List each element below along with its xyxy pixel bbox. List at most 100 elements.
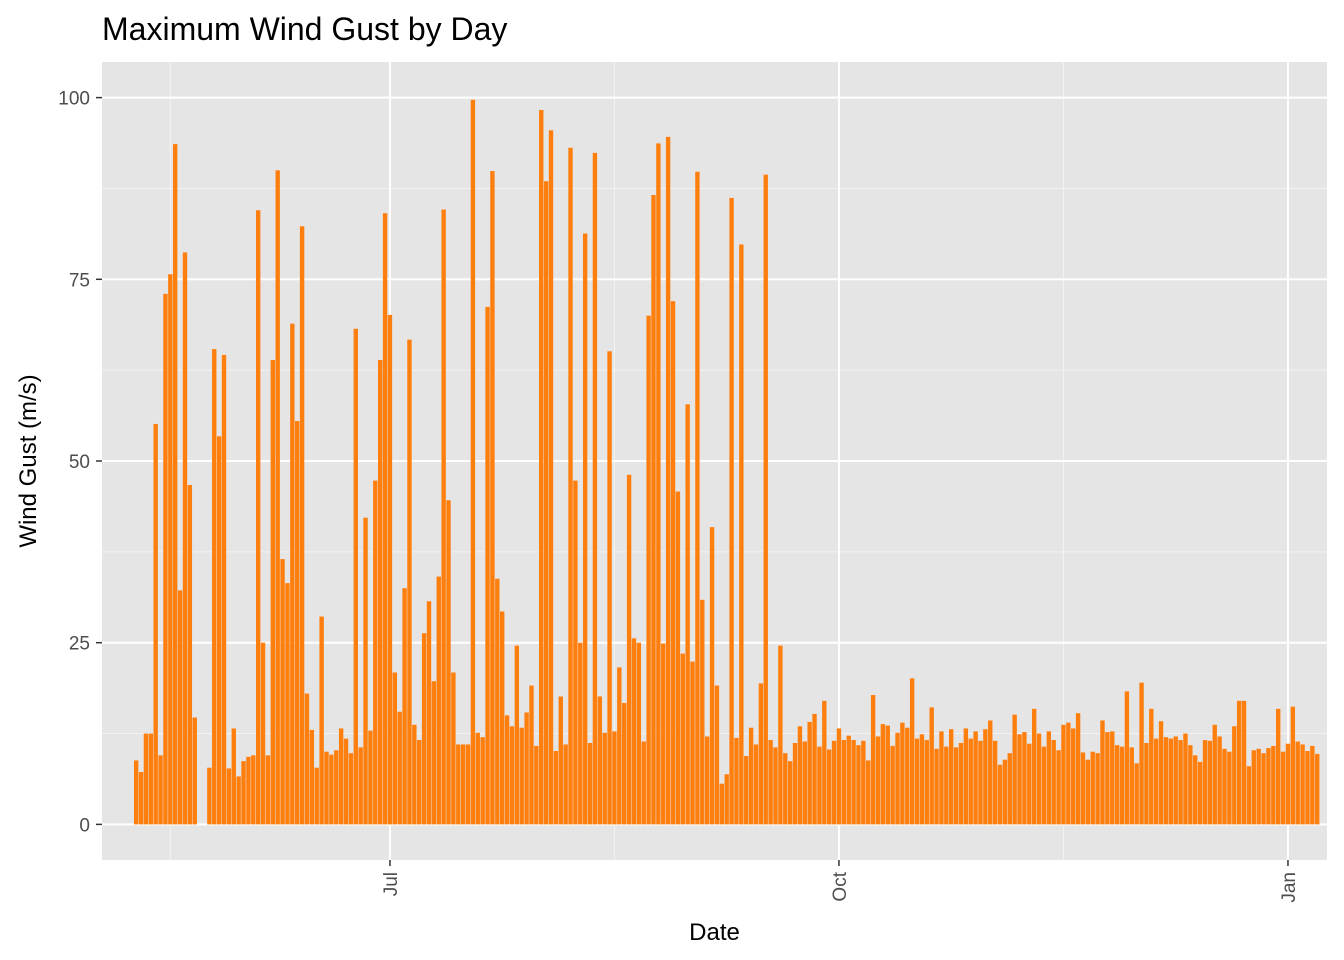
bar [1129,747,1134,825]
x-tick-label: Oct [830,871,851,901]
bar [758,683,764,825]
bar [905,727,910,825]
bar [885,725,890,825]
bar [163,293,168,825]
bar [622,703,627,825]
bar [587,742,593,825]
bar [353,328,358,825]
bar [548,130,554,825]
bar [173,144,178,825]
bar [1217,736,1222,825]
bar [421,633,427,825]
bar [402,588,407,825]
bar [514,645,520,825]
bar [1295,741,1300,825]
bar [319,616,324,825]
bar [133,760,139,825]
bar [836,728,842,825]
bar [241,761,246,825]
bar [534,745,539,825]
bar [773,747,778,825]
bar [1090,751,1095,825]
bar [558,696,563,825]
bar [802,741,807,825]
bar [314,767,319,825]
bar [1075,713,1081,825]
bar [675,491,681,825]
bar [1315,753,1320,825]
bar [1027,743,1032,825]
bar [553,750,559,825]
y-tick-label: 100 [58,89,90,110]
bar [1310,745,1315,825]
bar [1110,731,1115,825]
bar [646,315,651,825]
bar [909,678,915,825]
bar [1051,740,1056,825]
bar [841,740,847,825]
bar [700,599,705,825]
bar [1168,738,1174,825]
bar [958,742,964,825]
bar [709,527,715,825]
bar [626,474,632,825]
bar [295,421,300,825]
bar [1193,755,1198,825]
bar [431,681,437,825]
bar [1100,720,1105,825]
bar [1236,700,1242,825]
bar [978,740,983,825]
bar [783,753,788,825]
bar [543,181,549,825]
bar [573,480,578,825]
bar [1119,746,1125,825]
bar [1007,753,1012,825]
bar [187,484,193,825]
bar [426,601,432,825]
bar [216,436,222,825]
bar [382,213,388,825]
bar [1144,742,1149,825]
bar [1232,726,1237,825]
bar [641,741,646,825]
bar [787,761,793,825]
bar [670,301,676,825]
bar [636,642,642,825]
bar [368,730,373,825]
bar [665,136,671,825]
bar [1105,732,1110,825]
bar [168,274,173,825]
bar [607,351,612,825]
bar [1124,691,1130,825]
bar [792,742,798,825]
bar [260,642,266,825]
bar [456,744,461,825]
bar [914,738,920,825]
bar [704,736,710,825]
bar [880,724,886,825]
bar [900,722,905,825]
bar [968,738,973,825]
bar [324,751,329,825]
bar [363,517,368,825]
bar [182,252,188,825]
bar [890,745,895,825]
bar [1022,732,1027,825]
bar [246,756,251,825]
bar [441,209,446,825]
bar [797,726,803,825]
bar [690,661,695,825]
bar [768,740,773,825]
bar [529,685,534,825]
bar [1202,740,1208,825]
bar [1276,708,1281,825]
bar [192,717,197,825]
bar [1134,763,1139,825]
bar [866,760,871,825]
bar [656,143,661,825]
bar [1061,724,1066,825]
bar [1041,746,1047,825]
bar [231,728,236,825]
bar [1271,745,1276,825]
